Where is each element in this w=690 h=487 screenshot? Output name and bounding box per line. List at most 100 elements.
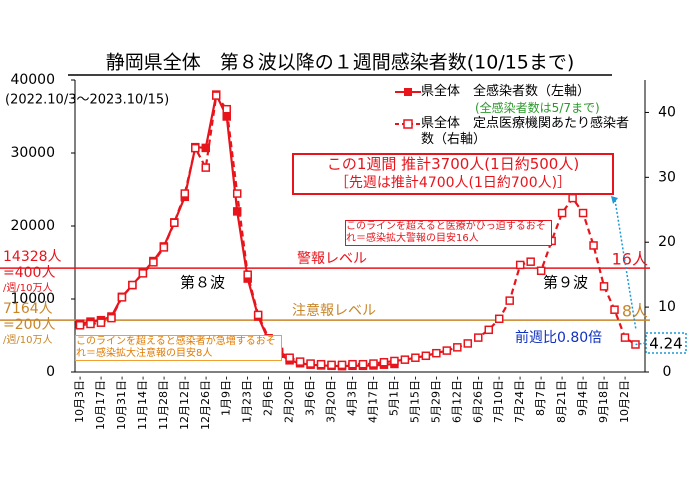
x-tick-label: 1月23日- [241,376,254,423]
x-tick-label: 8月21日- [555,376,568,423]
data-point [212,91,221,100]
data-point [536,266,546,276]
x-tick-label: 10月17日- [94,376,107,430]
data-point [285,353,294,362]
x-tick-label: 11月28日- [157,376,170,430]
data-point [589,241,598,250]
data-point [390,356,399,366]
data-point [306,359,315,368]
y-tick-label: 30000 [10,145,55,161]
reference-left-label: /週/10万人 [3,282,52,294]
reference-left-label: =400人 [3,265,55,281]
x-tick-label: 6月12日- [450,376,463,423]
x-tick-label: 1月9日- [220,376,233,416]
data-point [243,270,252,279]
data-point [599,282,609,291]
legend-item: 県全体 定点医療機関あたり感染者数（右軸） [395,116,645,148]
data-point [222,104,231,114]
data-point [138,269,148,278]
legend: 県全体 全感染者数（左軸） (全感染者数は5/7まで) 県全体 定点医療機関あた… [395,84,645,148]
y2-tick-label: 20 [658,234,676,250]
summary-line: ［先週は推計4700人(1日約700人)］ [334,175,572,191]
chart-title: 静岡県全体 第８波以降の１週間感染者数(10/15まで) [106,52,575,74]
data-point [180,189,190,198]
data-point [505,296,514,305]
x-tick-label: 10月31日- [115,376,128,430]
y2-tick-label: 10 [658,299,676,315]
reference-left-label: =200人 [3,317,55,333]
x-tick-label: 7月10日- [492,376,505,423]
data-point [149,258,158,267]
alert-note: このラインを超えると医療がひっ迫するおそれ＝感染拡大警報の目安16人 [345,220,552,246]
legend-note: (全感染者数は5/7まで) [475,101,600,115]
x-tick-label: 5月15日- [408,376,421,423]
data-point [327,360,336,370]
y-tick-label: 0 [46,364,55,380]
data-point [568,193,577,203]
legend-label: 県全体 定点医療機関あたり感染者数（右軸） [421,116,630,147]
data-point [117,293,127,302]
data-point [411,353,420,362]
last-value-box [645,332,687,354]
data-point [86,319,95,329]
ratio-label: 前週比0.80倍 [515,329,602,346]
legend-item: 県全体 全感染者数（左軸） [395,84,645,100]
data-point [379,358,389,367]
y-tick-label: 40000 [10,72,55,88]
x-tick-label: 2月20日- [283,376,296,423]
data-point [295,357,305,366]
data-point [253,310,263,320]
data-point [159,243,169,252]
data-point [75,321,85,330]
data-point [620,333,630,342]
data-point [348,359,357,369]
data-point [232,207,242,216]
data-point [515,260,525,270]
x-tick-label: 3月20日- [325,376,338,423]
data-point [484,325,493,335]
data-point [494,314,504,324]
chart-subtitle: (2022.10/3～2023.10/15) [5,93,169,108]
data-point [316,359,326,369]
x-tick-label: 4月17日- [366,376,379,423]
x-tick-label: 7月24日- [513,376,526,423]
data-point [400,355,410,364]
data-point [170,218,179,228]
x-tick-label: 5月29日- [429,376,442,423]
data-point [201,163,211,172]
x-tick-label: 9月18日- [597,376,610,423]
reference-left-label: 7164人 [3,301,53,317]
data-point [369,359,378,368]
data-point [191,143,200,153]
reference-left-label: 14328人 [3,249,62,265]
y2-tick-label: 0 [663,364,672,380]
x-tick-label: 3月6日- [304,376,317,416]
legend-swatch [395,119,421,129]
x-tick-label: 5月1日- [387,376,400,416]
data-point [337,360,347,370]
data-point [610,305,619,314]
x-tick-label: 2月6日- [262,376,275,416]
x-tick-label: 11月14日- [136,376,149,430]
data-point [474,333,483,342]
data-point [463,339,473,348]
x-tick-label: 10月3日- [73,376,86,423]
data-point [96,318,106,327]
x-tick-label: 12月12日- [178,376,191,430]
arrow [614,199,647,346]
y-tick-label: 20000 [10,218,55,234]
data-point [432,348,441,358]
data-point [128,280,137,290]
x-tick-label: 6月26日- [471,376,484,423]
x-tick-label: 8月7日- [534,376,547,416]
reference-left-label: /週/10万人 [3,334,52,346]
x-tick-label: 9月4日- [576,376,589,416]
arrow-head [611,196,618,204]
data-point [201,143,211,153]
reference-right-label: 8人 [622,302,648,321]
summary-line: この1週間 推計3700人(1日約500人) [326,155,580,173]
y-tick-label: 10000 [10,291,55,307]
reference-right-label: 16人 [612,250,648,269]
data-point [453,343,462,352]
